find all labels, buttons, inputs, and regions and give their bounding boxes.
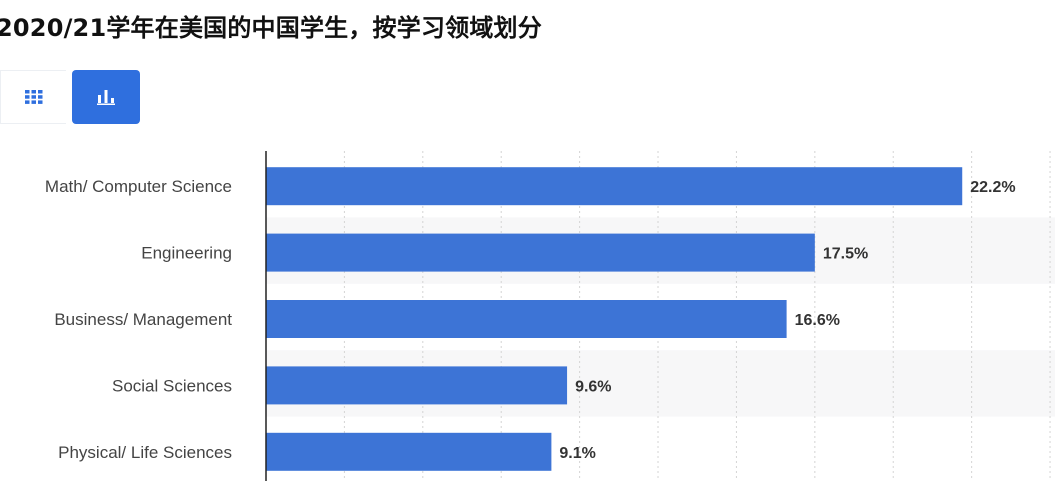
page-title: 2020/21学年在美国的中国学生，按学习领域划分 (0, 14, 542, 42)
bar[interactable] (266, 366, 568, 405)
value-labels: 22.2% 17.5% 16.6% 9.6% 9.1% (559, 179, 1015, 462)
category-label: Business/ Management (54, 310, 232, 329)
category-label: Physical/ Life Sciences (58, 443, 232, 462)
bar[interactable] (266, 300, 787, 338)
bar-chart-icon (97, 90, 115, 105)
table-view-button[interactable] (0, 70, 66, 124)
view-toggle (0, 70, 140, 124)
value-label: 17.5% (823, 246, 868, 263)
bars (266, 167, 963, 471)
chart-view-button[interactable] (72, 70, 140, 124)
category-label: Engineering (141, 244, 232, 263)
value-label: 9.6% (575, 378, 611, 395)
bar[interactable] (266, 233, 815, 272)
category-labels: Math/ Computer Science Engineering Busines… (45, 177, 232, 462)
grid-icon (24, 90, 42, 104)
bar[interactable] (266, 167, 963, 206)
category-label: Social Sciences (112, 376, 232, 395)
value-label: 22.2% (970, 179, 1015, 196)
category-label: Math/ Computer Science (45, 177, 232, 196)
bar[interactable] (266, 432, 552, 471)
value-label: 9.1% (559, 445, 595, 462)
value-label: 16.6% (795, 312, 840, 329)
